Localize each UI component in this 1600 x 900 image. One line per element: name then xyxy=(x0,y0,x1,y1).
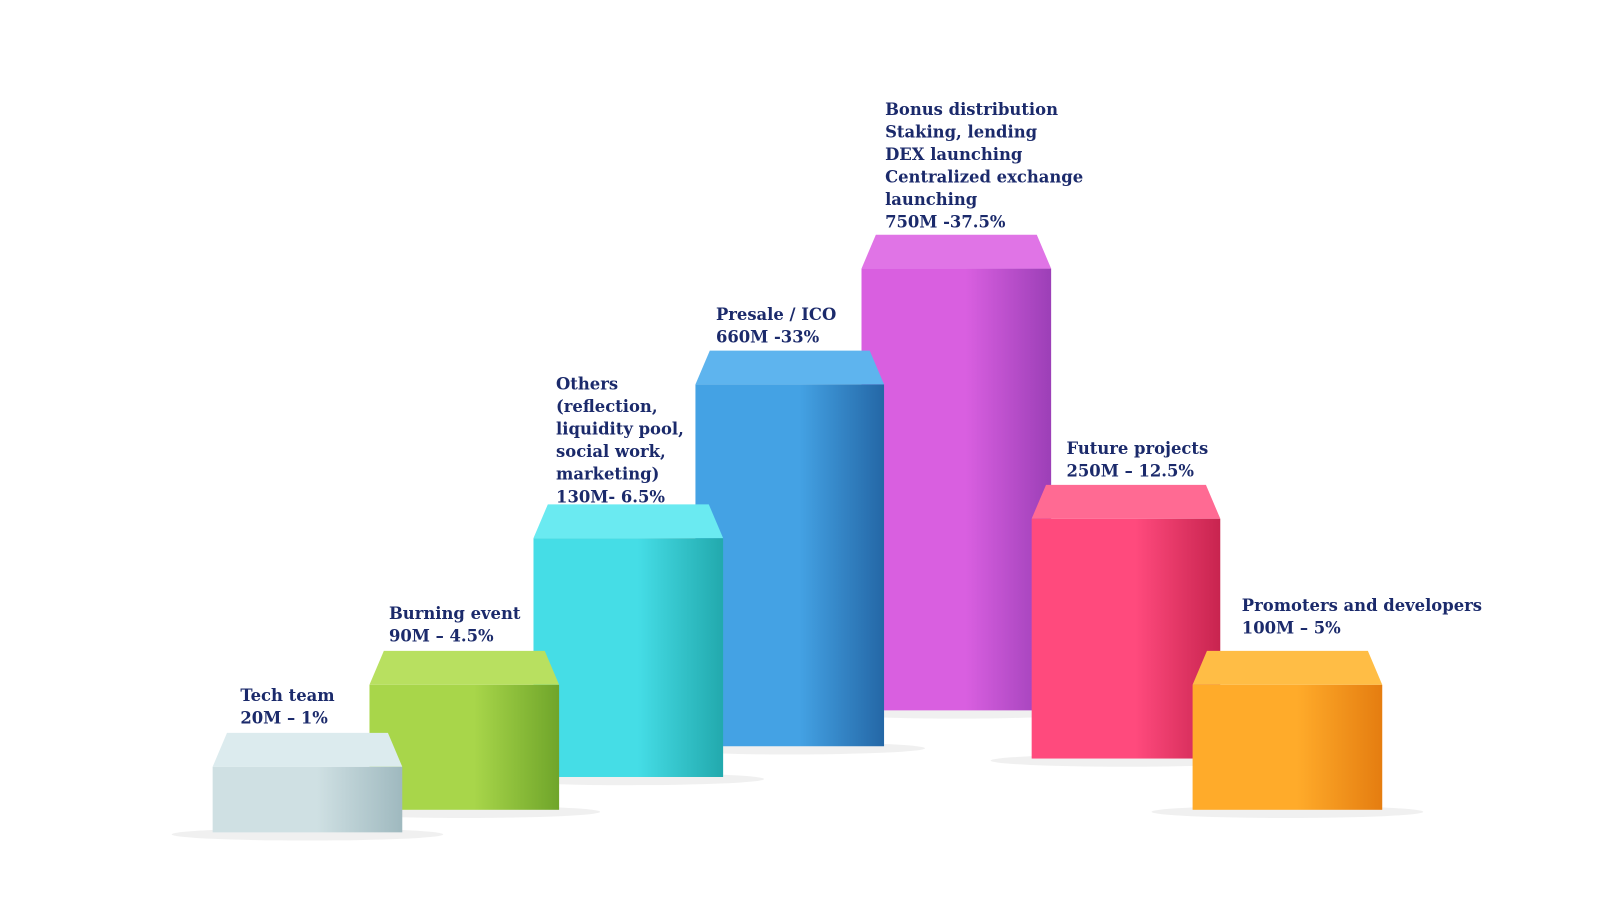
pillar-label-line: marketing) xyxy=(556,465,659,484)
pillar-label-line: launching xyxy=(885,190,978,209)
pillar-label-line: 660M -33% xyxy=(716,327,820,346)
pillar-front xyxy=(1031,518,1221,759)
pillar-label-line: DEX launching xyxy=(885,145,1023,164)
pillar-label-line: Others xyxy=(556,375,618,394)
pillar-top xyxy=(861,234,1052,269)
pillar-label-line: Presale / ICO xyxy=(716,305,836,324)
pillar xyxy=(990,484,1262,767)
pillar xyxy=(328,650,601,818)
pillar-label-line: Bonus distribution xyxy=(885,100,1058,119)
labels: Tech team 20M – 1% Burning event 90M – 4.5%… xyxy=(240,100,1482,728)
pillar-label-line: 90M – 4.5% xyxy=(389,627,494,646)
pillar-label-line: 250M – 12.5% xyxy=(1067,462,1195,481)
pillar xyxy=(1151,650,1424,818)
pillar xyxy=(820,234,1093,719)
pillar-front xyxy=(212,766,403,833)
pillar-top xyxy=(1031,484,1221,519)
pillar-top xyxy=(533,504,724,539)
pillar xyxy=(492,504,765,786)
pillar-label-line: liquidity pool, xyxy=(556,420,684,439)
pillar-label-line: Promoters and developers xyxy=(1242,596,1482,615)
pillar-label-line: 100M – 5% xyxy=(1242,618,1341,637)
pillar-label-line: Centralized exchange xyxy=(885,167,1083,186)
pillar-label-line: 130M- 6.5% xyxy=(556,487,665,506)
pillar-label-line: Tech team xyxy=(240,686,334,705)
pillar-label-line: social work, xyxy=(556,442,666,461)
pillar-label-line: Burning event xyxy=(389,604,521,623)
pillar-label-line: Future projects xyxy=(1067,439,1209,458)
pillar-front xyxy=(861,268,1052,711)
pillar-label-line: 750M -37.5% xyxy=(885,213,1006,232)
pillar xyxy=(654,350,926,755)
pillar-top xyxy=(369,650,560,685)
pillar-top xyxy=(212,732,403,767)
pillar-top xyxy=(695,350,885,385)
pillar-top xyxy=(1192,650,1383,685)
pillars xyxy=(171,234,1424,841)
pillar-front xyxy=(1192,684,1383,810)
pillar xyxy=(171,732,444,841)
pillar-label-line: Staking, lending xyxy=(885,122,1038,141)
pillar-front xyxy=(533,538,724,777)
pillar-front xyxy=(695,384,885,747)
pillar-label-line: (reflection, xyxy=(556,397,658,416)
pillar-label-line: 20M – 1% xyxy=(240,709,328,728)
